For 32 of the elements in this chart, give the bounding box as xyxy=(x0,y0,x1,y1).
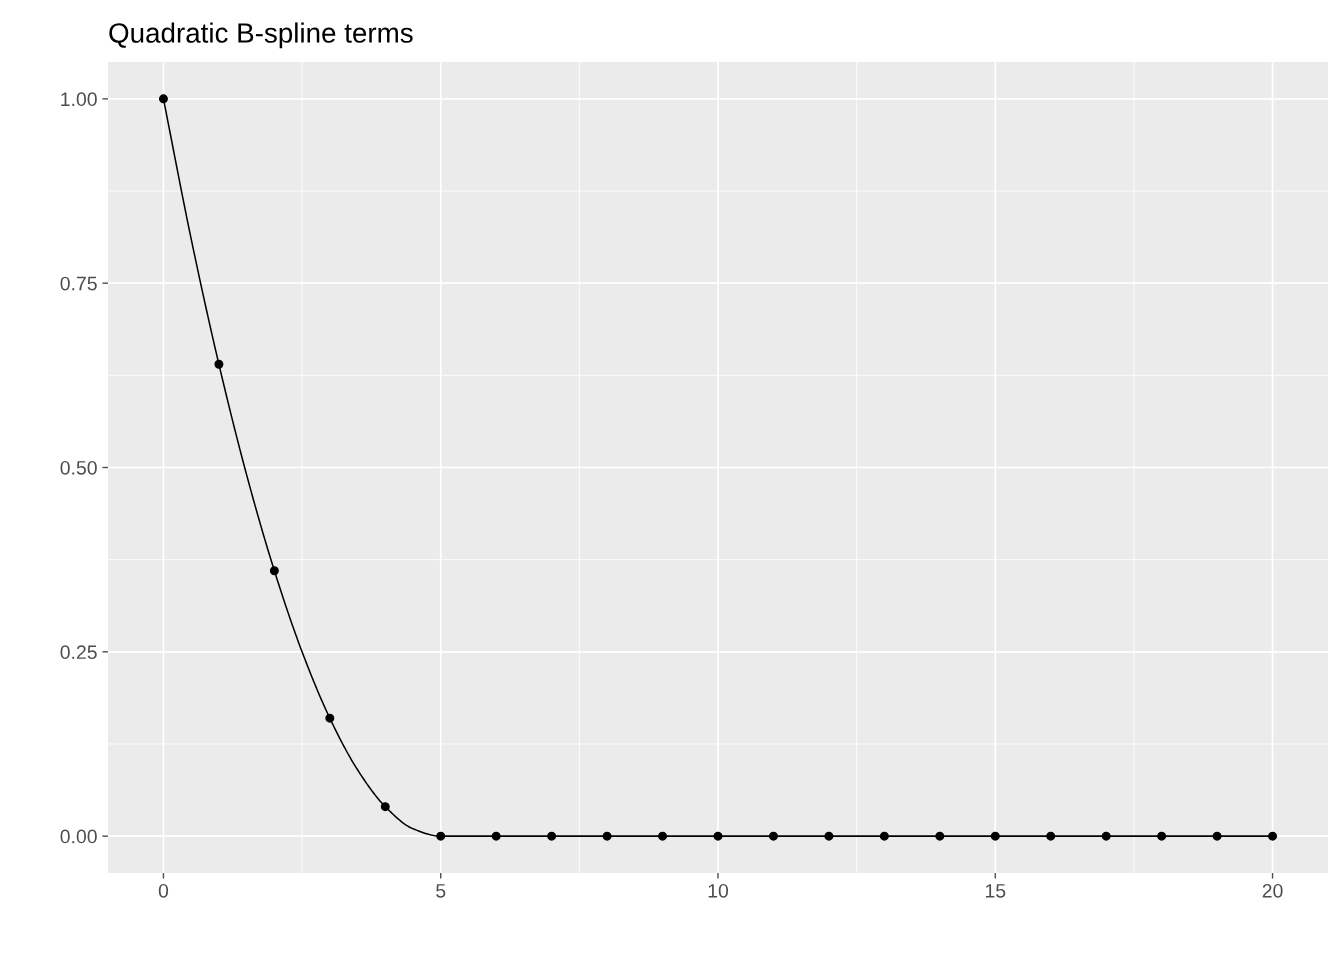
x-tick-label: 0 xyxy=(158,883,169,898)
point xyxy=(214,359,224,369)
point xyxy=(269,566,279,576)
x-tick-label: 10 xyxy=(708,883,729,898)
point xyxy=(325,713,335,723)
chart-title: Quadratic B-spline terms xyxy=(109,22,413,49)
y-tick-label: 0.25 xyxy=(60,645,97,660)
point xyxy=(547,831,557,841)
point xyxy=(768,831,778,841)
point xyxy=(1101,831,1111,841)
point xyxy=(1157,831,1167,841)
point xyxy=(1212,831,1222,841)
x-tick-label: 5 xyxy=(436,884,446,898)
x-tick-label: 15 xyxy=(985,884,1006,898)
y-tick-label: 0.00 xyxy=(60,829,97,844)
point xyxy=(824,831,834,841)
y-tick-label: 1.00 xyxy=(61,92,97,107)
y-tick-label: 0.75 xyxy=(60,276,97,291)
x-tick-label: 20 xyxy=(1262,883,1283,898)
point xyxy=(1046,831,1056,841)
point xyxy=(658,831,668,841)
point xyxy=(602,831,612,841)
point xyxy=(935,831,945,841)
point xyxy=(158,94,168,104)
y-tick-label: 0.50 xyxy=(60,460,97,475)
point xyxy=(879,831,889,841)
point xyxy=(990,831,1000,841)
point xyxy=(380,802,390,812)
point xyxy=(713,831,723,841)
point xyxy=(1268,831,1278,841)
point xyxy=(491,831,501,841)
point xyxy=(436,831,446,841)
